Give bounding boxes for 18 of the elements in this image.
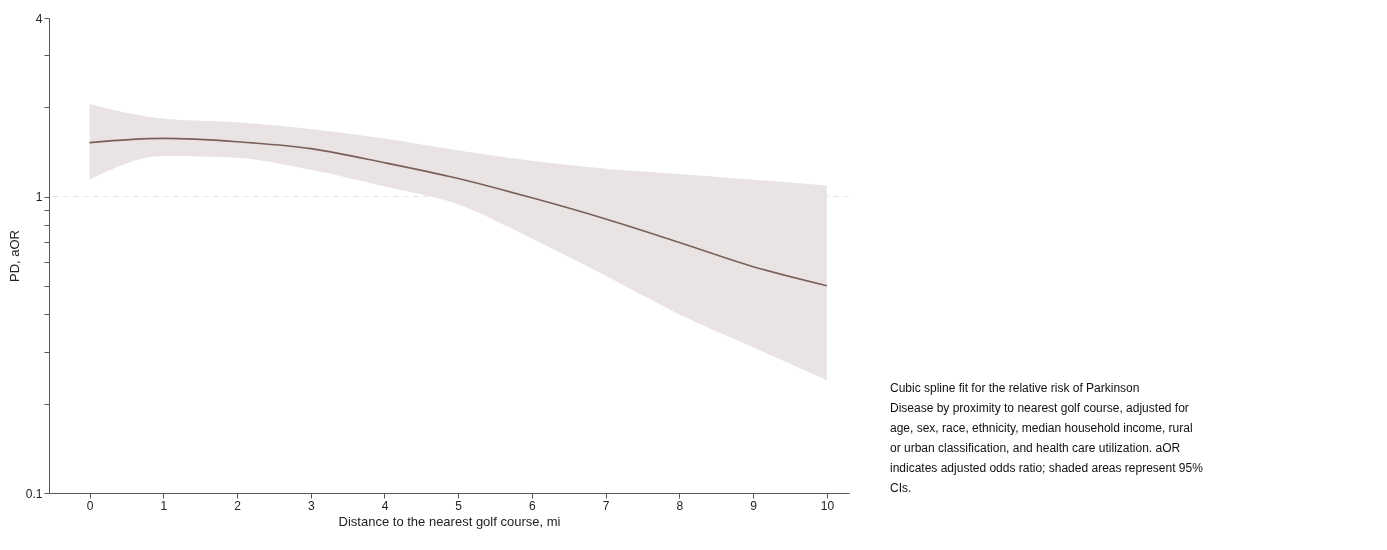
x-tick-label: 2 [234,498,242,513]
y-axis-title: PD, aOR [6,229,22,283]
x-axis-title: Distance to the nearest golf course, mi [338,513,561,529]
x-tick-label: 10 [820,498,835,513]
x-tick-label: 4 [381,498,389,513]
x-tick-label: 5 [455,498,463,513]
x-tick-label: 3 [307,498,315,513]
x-tick-label: 9 [750,498,758,513]
y-tick-label: 4 [35,11,43,26]
x-tick-label: 0 [86,498,94,513]
line-series [88,137,828,287]
x-tick-label: 8 [676,498,684,513]
x-tick-label: 6 [529,498,537,513]
x-tick-label: 1 [160,498,168,513]
x-tick-label: 7 [602,498,610,513]
text: Cubic spline fit for the relative risk of Parkinson Disease by proximity to nearest golf course, adjusted for age, sex, race, ethnicity, median household income, rural or urban classification, and health care utilization. aOR indicates adjusted odds ratio; shaded areas represent 95% CIs. [890,381,1204,495]
y-tick-label: 0.1 [25,486,43,501]
y-tick-label: 1 [35,190,43,205]
